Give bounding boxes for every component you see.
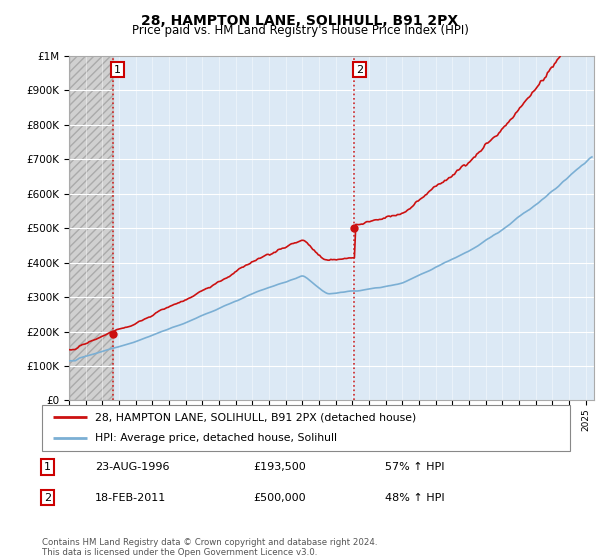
FancyBboxPatch shape <box>42 405 570 451</box>
Text: £500,000: £500,000 <box>253 493 306 503</box>
Text: 2: 2 <box>356 64 363 74</box>
Text: 1: 1 <box>114 64 121 74</box>
Text: 18-FEB-2011: 18-FEB-2011 <box>95 493 166 503</box>
Text: 28, HAMPTON LANE, SOLIHULL, B91 2PX: 28, HAMPTON LANE, SOLIHULL, B91 2PX <box>142 14 458 28</box>
Text: 2: 2 <box>44 493 51 503</box>
Text: £193,500: £193,500 <box>253 462 306 472</box>
Text: 28, HAMPTON LANE, SOLIHULL, B91 2PX (detached house): 28, HAMPTON LANE, SOLIHULL, B91 2PX (det… <box>95 412 416 422</box>
Text: HPI: Average price, detached house, Solihull: HPI: Average price, detached house, Soli… <box>95 433 337 444</box>
Text: Contains HM Land Registry data © Crown copyright and database right 2024.
This d: Contains HM Land Registry data © Crown c… <box>42 538 377 557</box>
Text: 48% ↑ HPI: 48% ↑ HPI <box>385 493 445 503</box>
Text: 57% ↑ HPI: 57% ↑ HPI <box>385 462 445 472</box>
Text: 1: 1 <box>44 462 51 472</box>
Text: 23-AUG-1996: 23-AUG-1996 <box>95 462 169 472</box>
Text: Price paid vs. HM Land Registry's House Price Index (HPI): Price paid vs. HM Land Registry's House … <box>131 24 469 37</box>
